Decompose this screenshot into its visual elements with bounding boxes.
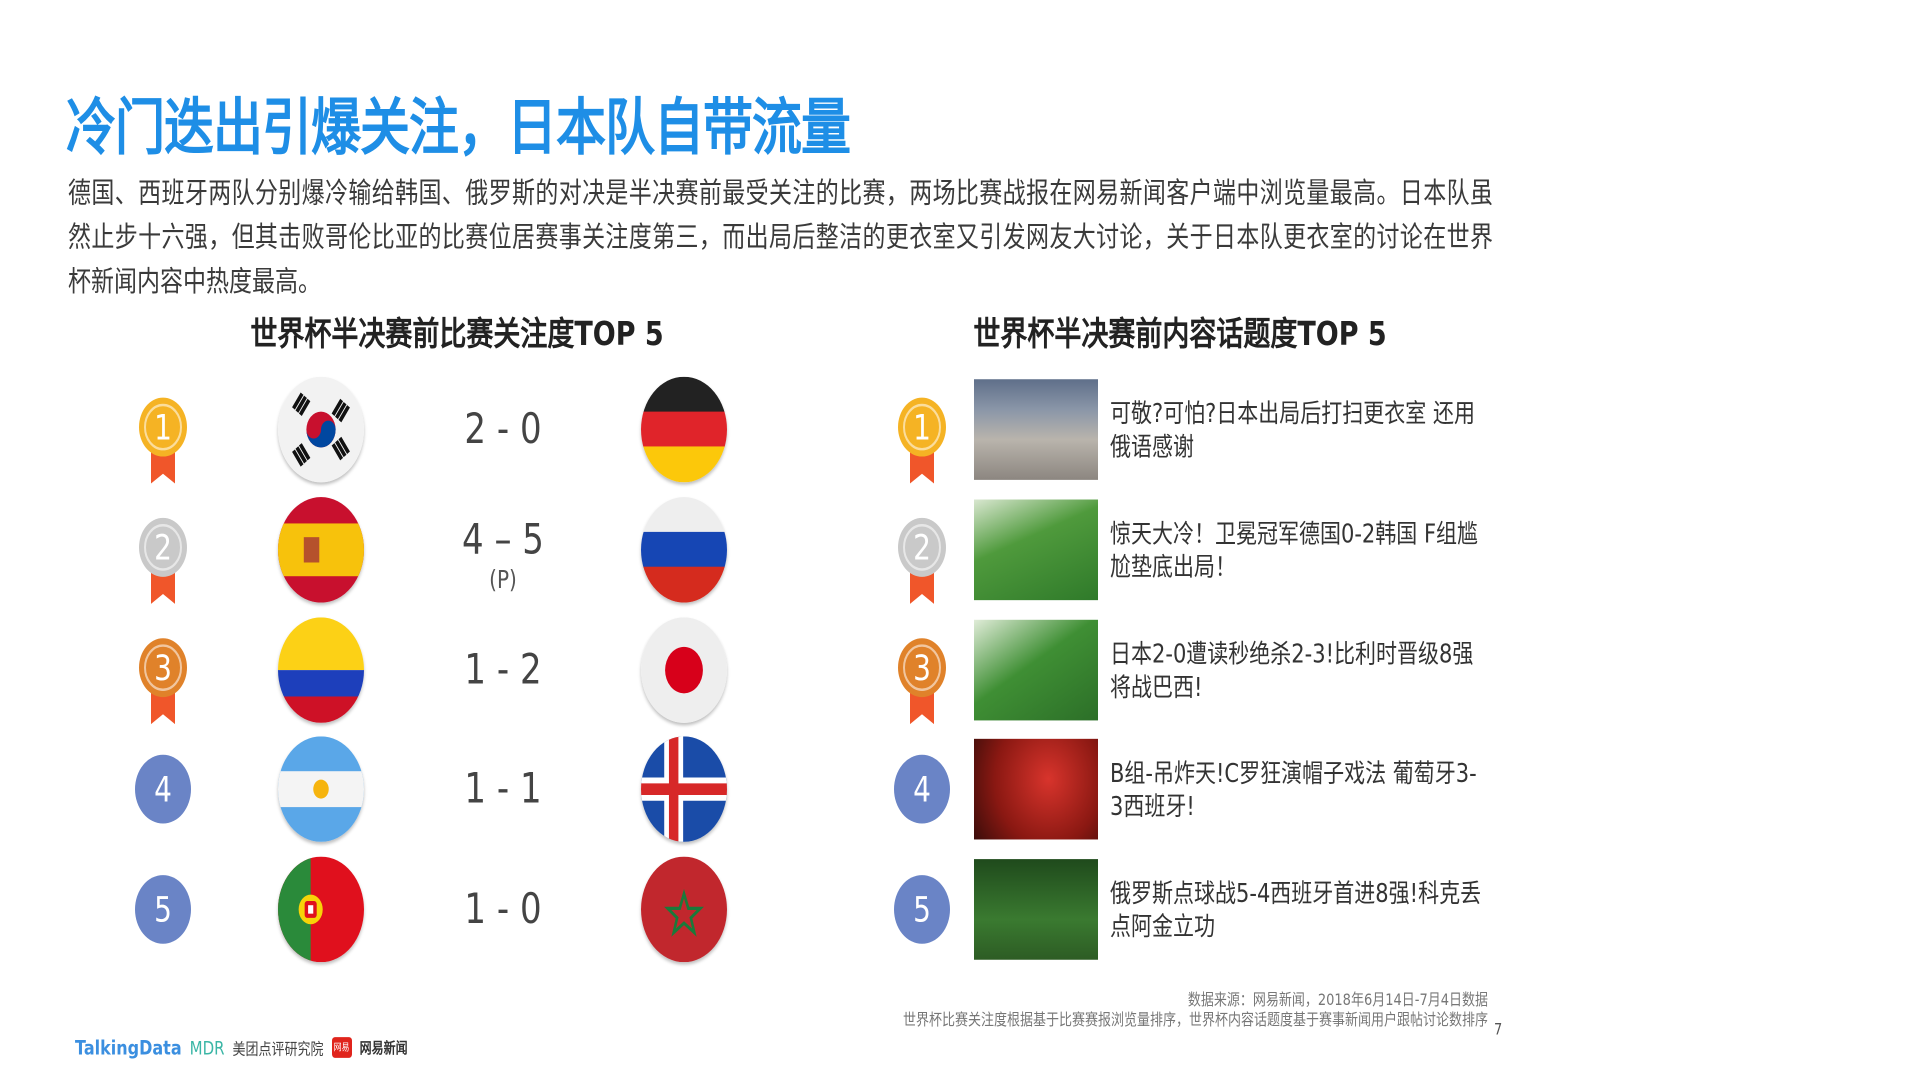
news-title[interactable]: 可敬?可怕?日本出局后打扫更衣室 还用俄语感谢	[1110, 398, 1475, 462]
rank-number: 4	[913, 771, 931, 810]
page-number: 7	[1494, 1021, 1503, 1040]
japan-flag-icon	[641, 617, 727, 723]
medal-icon: 4	[894, 754, 950, 824]
news-rank-medal-gold: 1	[894, 393, 950, 491]
news-title[interactable]: B组-吊炸天!C罗狂演帽子戏法 葡萄牙3-3西班牙!	[1110, 758, 1477, 822]
mdr-logo: MDR	[189, 1036, 225, 1059]
match-score: 4 – 5	[462, 515, 544, 565]
rank-number: 3	[154, 649, 172, 688]
match-score: 1 - 1	[464, 764, 542, 814]
news-title[interactable]: 俄罗斯点球战5-4西班牙首进8强!科克丢点阿金立功	[1110, 878, 1482, 942]
iceland-flag-icon	[641, 736, 727, 842]
match-rank-medal-silver: 2	[135, 513, 191, 611]
news-rank-medal-plain: 4	[894, 740, 950, 838]
morocco-flag-icon	[641, 856, 727, 963]
right-heading: 世界杯半决赛前内容话题度TOP 5	[973, 315, 1387, 354]
medal-icon: 2	[139, 517, 187, 604]
left-heading: 世界杯半决赛前比赛关注度TOP 5	[250, 315, 664, 354]
netease-badge-logo: 网易	[331, 1037, 352, 1058]
rank-number: 5	[913, 891, 931, 930]
page-title: 冷门迭出引爆关注，日本队自带流量	[66, 92, 851, 164]
meituan-research-logo: 美团点评研究院	[232, 1040, 324, 1060]
intro-paragraph: 德国、西班牙两队分别爆冷输给韩国、俄罗斯的对决是半决赛前最受关注的比赛，两场比赛…	[68, 177, 1493, 299]
news-rank-medal-silver: 2	[894, 513, 950, 611]
germany-flag-icon	[641, 376, 727, 483]
portugal-flag-icon	[278, 856, 364, 963]
rank-number: 5	[154, 891, 172, 930]
rank-number: 2	[154, 529, 172, 568]
penalty-note: (P)	[489, 564, 517, 595]
medal-icon: 3	[139, 638, 187, 725]
medal-icon: 5	[894, 875, 950, 944]
match-rank-medal-gold: 1	[135, 393, 191, 491]
rank-number: 3	[913, 649, 931, 688]
south-korea-flag-icon	[278, 376, 364, 483]
news-title[interactable]: 日本2-0遭读秒绝杀2-3!比利时晋级8强将战巴西!	[1110, 639, 1474, 703]
rank-number: 4	[154, 771, 172, 810]
colombia-flag-icon	[278, 617, 364, 723]
match-rank-medal-bronze: 3	[135, 633, 191, 731]
medal-icon: 4	[135, 754, 191, 824]
news-thumbnail[interactable]	[974, 738, 1098, 840]
news-rank-medal-plain: 5	[894, 860, 950, 958]
news-title[interactable]: 惊天大冷！卫冕冠军德国0-2韩国 F组尴尬垫底出局！	[1110, 519, 1479, 582]
news-thumbnail[interactable]	[974, 499, 1098, 601]
russia-flag-icon	[641, 497, 727, 603]
rank-number: 2	[913, 529, 931, 568]
news-thumbnail[interactable]	[974, 379, 1098, 480]
match-score: 1 - 0	[464, 884, 542, 934]
medal-icon: 1	[139, 397, 187, 484]
rank-number: 1	[913, 409, 931, 448]
match-score: 2 - 0	[464, 405, 542, 455]
medal-icon: 5	[135, 875, 191, 944]
medal-icon: 3	[898, 638, 946, 725]
news-rank-medal-bronze: 3	[894, 633, 950, 731]
ranking-note: 世界杯比赛关注度根据基于比赛赛报浏览量排序，世界杯内容话题度基于赛事新闻用户跟帖…	[902, 1011, 1488, 1030]
news-thumbnail[interactable]	[974, 859, 1098, 960]
rank-number: 1	[154, 409, 172, 448]
talkingdata-logo: TalkingData	[75, 1035, 182, 1060]
match-rank-medal-plain: 5	[135, 860, 191, 958]
news-thumbnail[interactable]	[974, 619, 1098, 721]
match-score: 1 - 2	[464, 645, 542, 695]
medal-icon: 1	[898, 397, 946, 484]
match-rank-medal-plain: 4	[135, 740, 191, 838]
medal-icon: 2	[898, 517, 946, 604]
source-note: 数据来源：网易新闻，2018年6月14日-7月4日数据	[1187, 991, 1488, 1011]
spain-flag-icon	[278, 497, 364, 603]
logo-bar: TalkingData MDR 美团点评研究院 网易 网易新闻	[75, 1036, 408, 1059]
argentina-flag-icon	[278, 736, 364, 842]
netease-news-logo: 网易新闻	[359, 1039, 408, 1057]
